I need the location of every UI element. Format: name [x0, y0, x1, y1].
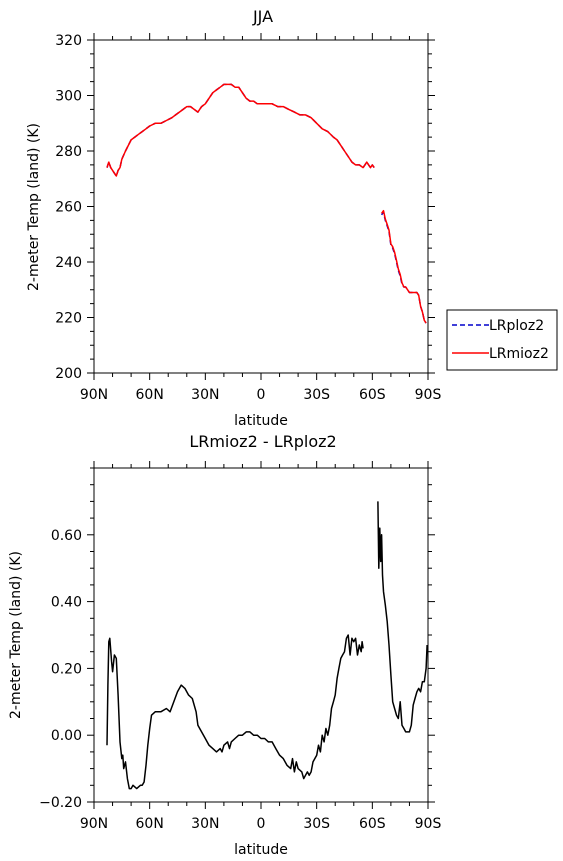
- legend-label-lrploz2: LRploz2: [489, 318, 544, 334]
- bottom-x-tick-label: 30N: [191, 816, 219, 832]
- top-y-tick-label: 300: [55, 89, 82, 105]
- bottom-x-tick-label: 90N: [80, 816, 108, 832]
- top-series-lines: [106, 83, 427, 324]
- top-y-tick-label: 200: [55, 366, 82, 382]
- top-y-tick-label: 220: [55, 311, 82, 327]
- top-y-tick-label: 260: [55, 200, 82, 216]
- top-y-ticks: 200 220 240 260 280 300 320: [55, 33, 435, 382]
- bottom-y-tick-label: 0.20: [51, 661, 82, 677]
- top-series-lrmioz2-line: [380, 209, 427, 324]
- bottom-x-tick-label: 60N: [136, 816, 164, 832]
- top-x-axis-label: latitude: [234, 413, 288, 429]
- bottom-series-diff-line: [377, 501, 428, 733]
- bottom-series-lines: [106, 501, 428, 790]
- bottom-chart-title: LRmioz2 - LRploz2: [189, 432, 336, 451]
- top-x-tick-label: 30S: [303, 387, 330, 403]
- top-y-tick-label: 240: [55, 255, 82, 271]
- top-plot-frame: [93, 39, 429, 374]
- legend: LRploz2 LRmioz2: [446, 309, 558, 371]
- bottom-x-tick-label: 90S: [415, 816, 442, 832]
- bottom-y-tick-label: 0.40: [51, 595, 82, 611]
- top-series-lrmioz2-line: [106, 83, 375, 177]
- top-series-lrploz2-line: [106, 83, 375, 177]
- bottom-y-tick-label: 0.60: [51, 528, 82, 544]
- top-y-axis-label: 2-meter Temp (land) (K): [26, 123, 42, 291]
- top-x-tick-label: 90N: [80, 387, 108, 403]
- top-y-tick-label: 320: [55, 33, 82, 49]
- top-x-tick-label: 60S: [359, 387, 386, 403]
- bottom-y-ticks: −0.20 0.00 0.20 0.40 0.60: [39, 467, 435, 811]
- legend-box: [446, 309, 558, 371]
- top-chart-title: JJA: [252, 7, 273, 26]
- top-x-tick-label: 30N: [191, 387, 219, 403]
- bottom-y-tick-label: −0.20: [39, 795, 82, 811]
- bottom-x-tick-label: 60S: [359, 816, 386, 832]
- top-y-tick-label: 280: [55, 144, 82, 160]
- bottom-series-diff-line: [106, 634, 364, 790]
- bottom-panel: LRmioz2 - LRploz2 −0.200.000.200.400.60 …: [8, 432, 441, 858]
- top-x-tick-label: 90S: [415, 387, 442, 403]
- bottom-x-axis-label: latitude: [234, 842, 288, 858]
- top-panel: JJA 200 220 240 260 280 300 320 90N 60N 30N 0 30S 6…: [26, 7, 441, 429]
- bottom-x-ticks: 90N 60N 30N 0 30S 60S 90S: [80, 461, 442, 832]
- bottom-x-tick-label: 0: [257, 816, 266, 832]
- bottom-y-tick-label: 0.00: [51, 728, 82, 744]
- top-x-tick-label: 0: [257, 387, 266, 403]
- bottom-x-tick-label: 30S: [303, 816, 330, 832]
- top-x-tick-label: 60N: [136, 387, 164, 403]
- legend-label-lrmioz2: LRmioz2: [489, 346, 549, 362]
- top-x-ticks: 90N 60N 30N 0 30S 60S 90S: [80, 33, 442, 403]
- bottom-y-axis-label: 2-meter Temp (land) (K): [8, 551, 24, 719]
